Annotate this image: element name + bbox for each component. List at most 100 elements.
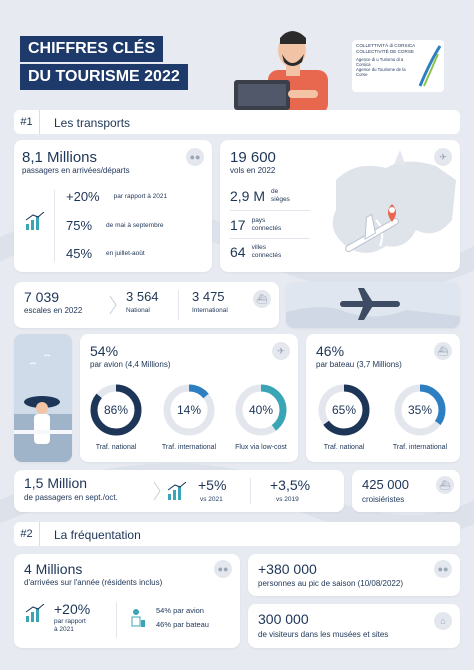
sea-card: ⛴ 46% par bateau (3,7 Millions) 65% 35% T… xyxy=(306,334,460,462)
calls-international-value: 3 475 xyxy=(192,289,225,304)
arrivals-sea-label: 46% par bateau xyxy=(156,620,209,629)
logo-swoosh-icon xyxy=(418,45,442,87)
people-icon: ●● xyxy=(186,148,204,166)
ship-icon: ⛴ xyxy=(434,342,452,360)
donut-label-national: Traf. national xyxy=(95,444,137,451)
donut-label-international: Traf. international xyxy=(392,444,448,451)
museums-card: ⌂ 300 000 de visiteurs dans les musées e… xyxy=(248,604,460,648)
people-icon: ●● xyxy=(214,560,232,578)
flights-label: vols en 2022 xyxy=(230,166,276,175)
arrivals-value: 4 Millions xyxy=(24,561,83,577)
museums-label: de visiteurs dans les musées et sites xyxy=(258,630,389,639)
logo-line-2: COLLECTIVITÉ DE CORSE xyxy=(356,48,414,54)
section-2-header: #2 La fréquentation xyxy=(14,522,460,546)
air-label: par avion (4,4 Millions) xyxy=(90,360,171,369)
peak-value: +380 000 xyxy=(258,561,317,577)
passengers-card: ●● 8,1 Millions passagers en arrivées/dé… xyxy=(14,140,212,272)
sept-card: 1,5 Million de passagers en sept./oct. +… xyxy=(14,470,344,512)
donut-label-national: Traf. national xyxy=(323,444,365,451)
sea-donut-charts: 65% 35% xyxy=(318,384,446,436)
section-2-title: La fréquentation xyxy=(54,528,141,542)
donut-label-international: Traf. international xyxy=(161,444,217,451)
growth-chart-icon xyxy=(167,482,187,500)
donut-percent: 35% xyxy=(408,403,432,417)
title-line-1: CHIFFRES CLÉS xyxy=(20,36,164,62)
donut-arc xyxy=(394,384,446,436)
sept-stat-1-label: vs 2021 xyxy=(200,496,223,503)
logo-line-1: COLLETTIVITÀ di CORSICA xyxy=(356,43,416,48)
peak-label: personnes au pic de saison (10/08/2022) xyxy=(258,579,403,588)
logo: COLLETTIVITÀ di CORSICA COLLECTIVITÉ DE … xyxy=(352,40,444,92)
divider xyxy=(230,238,310,239)
divider xyxy=(230,210,310,211)
page-title: CHIFFRES CLÉS DU TOURISME 2022 xyxy=(20,36,188,90)
calls-national-value: 3 564 xyxy=(126,289,159,304)
donut-arc xyxy=(90,384,142,436)
man-with-laptop-illustration xyxy=(234,31,328,114)
calls-value: 7 039 xyxy=(24,289,60,305)
plane-icon xyxy=(345,213,399,252)
arrivals-growth-label: par rapport à 2021 xyxy=(54,618,86,633)
peak-card: ●● +380 000 personnes au pic de saison (… xyxy=(248,554,460,596)
woman-photo xyxy=(14,334,72,462)
plane-badge-icon: ✈ xyxy=(434,148,452,166)
divider xyxy=(116,602,117,638)
growth-chart-icon xyxy=(25,212,45,230)
museums-value: 300 000 xyxy=(258,611,309,627)
section-1-number: #1 xyxy=(14,110,40,134)
passengers-label: passagers en arrivées/départs xyxy=(22,166,130,175)
growth-chart-icon xyxy=(25,604,45,622)
donut-percent: 14% xyxy=(177,403,201,417)
cruise-value: 425 000 xyxy=(362,477,409,492)
section-2-number: #2 xyxy=(14,522,40,546)
arrivals-label: d'arrivées sur l'année (résidents inclus… xyxy=(24,578,163,587)
divider xyxy=(178,290,179,320)
passengers-stat-1: +20% par rapport à 2021 xyxy=(66,189,168,204)
ship-icon: ⛴ xyxy=(253,290,271,308)
section-1-header: #1 Les transports xyxy=(14,110,460,134)
air-donut-charts: 86% 14% 40% xyxy=(90,384,287,436)
divider xyxy=(54,190,55,262)
sept-value: 1,5 Million xyxy=(24,475,88,491)
donut-percent: 65% xyxy=(332,403,356,417)
plane-photo xyxy=(286,282,460,328)
section-1-title: Les transports xyxy=(54,116,131,130)
donut-percent: 86% xyxy=(104,403,128,417)
location-pin-icon xyxy=(388,204,396,222)
passengers-stat-2: 75% de mai à septembre xyxy=(66,218,164,233)
donut-label-low-cost: Flux via low-cost xyxy=(235,444,287,451)
people-icon: ●● xyxy=(434,560,452,578)
sept-label: de passagers en sept./oct. xyxy=(24,493,118,502)
calls-card: 7 039 escales en 2022 3 564 National 3 4… xyxy=(14,282,279,328)
cruise-card: ⛴ 425 000 croisiéristes xyxy=(352,470,460,512)
donut-arc xyxy=(318,384,370,436)
flights-value: 19 600 xyxy=(230,149,276,166)
flights-stat-3: 64 villes connectés xyxy=(230,243,282,260)
sept-stat-2-label: vs 2019 xyxy=(276,496,299,503)
air-value: 54% xyxy=(90,343,119,359)
calls-label: escales en 2022 xyxy=(24,306,83,315)
passengers-value: 8,1 Millions xyxy=(22,149,98,166)
divider xyxy=(250,478,251,504)
calls-international-label: International xyxy=(192,307,228,314)
sea-value: 46% xyxy=(316,343,345,359)
europe-map-illustration xyxy=(332,150,456,253)
title-line-2: DU TOURISME 2022 xyxy=(20,64,188,90)
logo-line-4: Agence du Tourisme de la Corse xyxy=(356,67,406,78)
ship-icon: ⛴ xyxy=(436,476,454,494)
flights-stat-2: 17 pays connectés xyxy=(230,216,282,233)
plane-silhouette-icon xyxy=(286,288,460,328)
sea-label: par bateau (3,7 Millions) xyxy=(316,360,402,369)
arrivals-card: ●● 4 Millions d'arrivées sur l'année (ré… xyxy=(14,554,240,648)
air-card: ✈ 54% par avion (4,4 Millions) 86% 14% 40%… xyxy=(80,334,298,462)
donut-percent: 40% xyxy=(249,403,273,417)
plane-badge-icon: ✈ xyxy=(272,342,290,360)
donut-arc xyxy=(235,384,287,436)
chevron-right-icon xyxy=(153,481,161,501)
sept-stat-2-value: +3,5% xyxy=(270,477,311,493)
donut-arc xyxy=(163,384,215,436)
calls-national-label: National xyxy=(126,307,150,314)
arrivals-air-label: 54% par avion xyxy=(156,606,204,615)
